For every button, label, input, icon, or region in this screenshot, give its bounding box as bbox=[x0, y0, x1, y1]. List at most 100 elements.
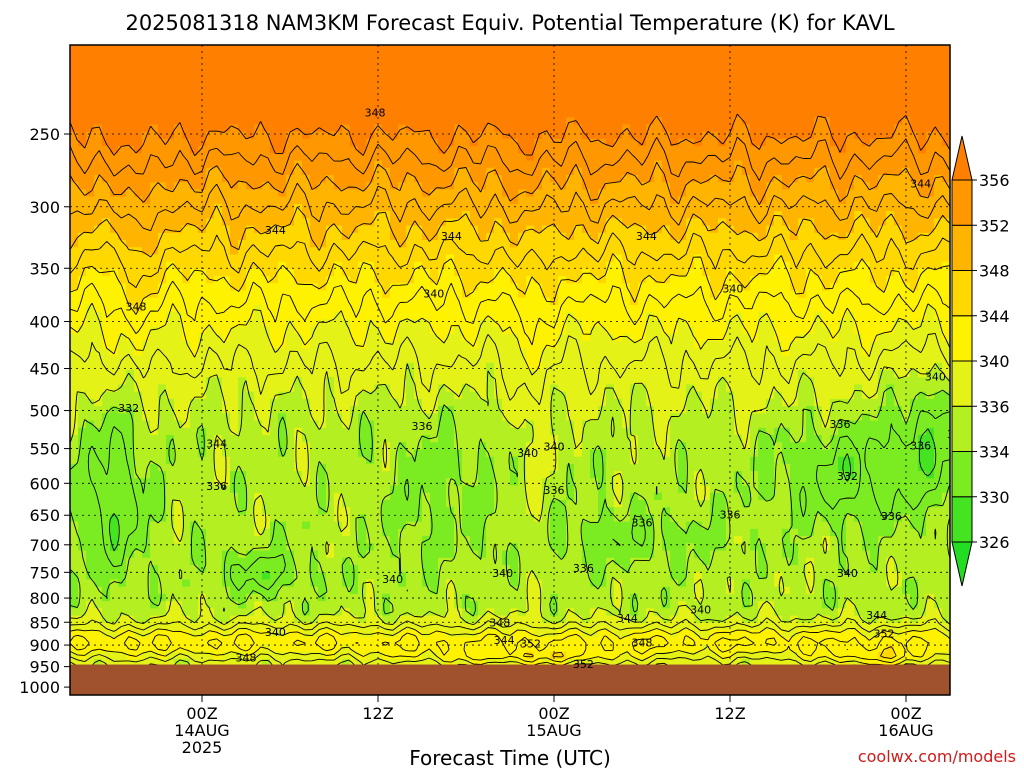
field-cell bbox=[166, 124, 175, 133]
field-cell bbox=[830, 138, 839, 147]
field-cell bbox=[702, 196, 711, 205]
field-cell bbox=[150, 196, 159, 205]
field-cell bbox=[142, 333, 151, 342]
field-cell bbox=[366, 102, 375, 111]
field-cell bbox=[206, 261, 215, 270]
field-cell bbox=[390, 88, 399, 97]
field-cell bbox=[726, 189, 735, 198]
field-cell bbox=[510, 81, 519, 89]
field-cell bbox=[238, 203, 247, 212]
field-cell bbox=[534, 333, 543, 342]
field-cell bbox=[494, 247, 503, 256]
field-cell bbox=[766, 232, 775, 241]
field-cell bbox=[478, 276, 487, 284]
field-cell bbox=[278, 45, 287, 53]
field-cell bbox=[126, 59, 135, 68]
field-cell bbox=[334, 326, 343, 335]
field-cell bbox=[934, 167, 943, 176]
field-cell bbox=[326, 261, 335, 270]
field-cell bbox=[566, 95, 575, 104]
field-cell bbox=[734, 146, 743, 154]
field-cell bbox=[206, 240, 215, 248]
field-cell bbox=[310, 247, 319, 256]
field-cell bbox=[238, 182, 247, 191]
field-cell bbox=[70, 283, 79, 292]
field-cell bbox=[606, 117, 615, 126]
field-cell bbox=[510, 341, 519, 349]
field-cell bbox=[142, 203, 151, 212]
field-cell bbox=[350, 131, 359, 140]
field-cell bbox=[286, 167, 295, 176]
field-cell bbox=[286, 88, 295, 97]
field-cell bbox=[478, 45, 487, 53]
field-cell bbox=[502, 341, 511, 349]
field-cell bbox=[78, 290, 87, 299]
field-cell bbox=[310, 370, 319, 378]
field-cell bbox=[670, 102, 679, 111]
field-cell bbox=[310, 88, 319, 97]
field-cell bbox=[622, 117, 631, 126]
field-cell bbox=[830, 124, 839, 133]
field-cell bbox=[718, 66, 727, 75]
field-cell bbox=[382, 88, 391, 97]
field-cell bbox=[478, 66, 487, 75]
field-cell bbox=[646, 88, 655, 97]
field-cell bbox=[198, 73, 207, 82]
field-cell bbox=[926, 203, 935, 212]
field-cell bbox=[502, 73, 511, 82]
field-cell bbox=[534, 261, 543, 270]
field-cell bbox=[886, 88, 895, 97]
field-cell bbox=[142, 247, 151, 256]
field-cell bbox=[622, 362, 631, 371]
field-cell bbox=[470, 138, 479, 147]
field-cell bbox=[462, 59, 471, 68]
field-cell bbox=[662, 138, 671, 147]
field-cell bbox=[622, 182, 631, 191]
field-cell bbox=[142, 167, 151, 176]
field-cell bbox=[86, 218, 95, 227]
field-cell bbox=[150, 211, 159, 219]
field-cell bbox=[118, 153, 127, 162]
field-cell bbox=[486, 110, 495, 118]
field-cell bbox=[902, 153, 911, 162]
field-cell bbox=[942, 182, 950, 191]
field-cell bbox=[318, 110, 327, 118]
field-cell bbox=[862, 189, 871, 198]
field-cell bbox=[158, 95, 167, 104]
field-cell bbox=[182, 110, 191, 118]
field-cell bbox=[102, 167, 111, 176]
field-cell bbox=[686, 146, 695, 154]
field-cell bbox=[414, 81, 423, 89]
field-cell bbox=[462, 276, 471, 284]
field-cell bbox=[438, 95, 447, 104]
field-cell bbox=[222, 153, 231, 162]
field-cell bbox=[70, 117, 79, 126]
field-cell bbox=[494, 117, 503, 126]
field-cell bbox=[222, 175, 231, 183]
field-cell bbox=[230, 95, 239, 104]
field-cell bbox=[166, 268, 175, 277]
field-cell bbox=[422, 297, 431, 306]
field-cell bbox=[390, 196, 399, 205]
field-cell bbox=[278, 59, 287, 68]
field-cell bbox=[190, 268, 199, 277]
field-cell bbox=[366, 319, 375, 328]
field-cell bbox=[638, 189, 647, 198]
field-cell bbox=[934, 203, 943, 212]
field-cell bbox=[534, 268, 543, 277]
field-cell bbox=[662, 131, 671, 140]
field-cell bbox=[142, 73, 151, 82]
field-cell bbox=[86, 240, 95, 248]
field-cell bbox=[206, 73, 215, 82]
field-cell bbox=[286, 52, 295, 61]
field-cell bbox=[430, 95, 439, 104]
field-cell bbox=[590, 146, 599, 154]
field-cell bbox=[694, 312, 703, 321]
field-cell bbox=[246, 362, 255, 371]
field-cell bbox=[670, 312, 679, 321]
field-cell bbox=[798, 95, 807, 104]
field-cell bbox=[254, 276, 263, 284]
field-cell bbox=[726, 146, 735, 154]
field-cell bbox=[718, 326, 727, 335]
field-cell bbox=[870, 312, 879, 321]
